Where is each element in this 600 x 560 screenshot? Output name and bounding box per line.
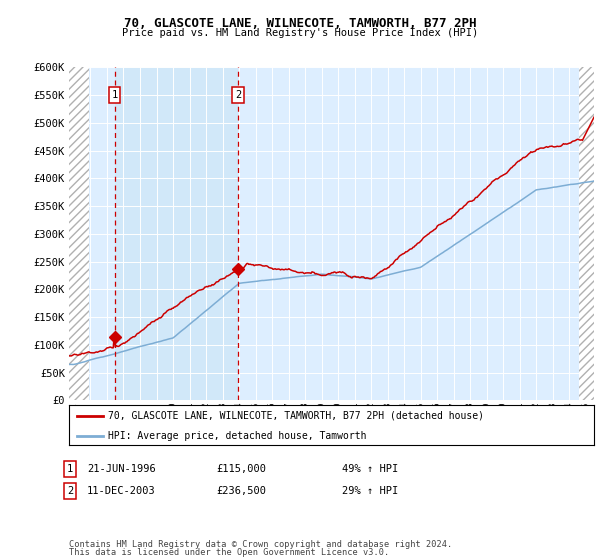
Text: £115,000: £115,000 <box>216 464 266 474</box>
Text: 49% ↑ HPI: 49% ↑ HPI <box>342 464 398 474</box>
Text: 1: 1 <box>67 464 73 474</box>
Text: Price paid vs. HM Land Registry's House Price Index (HPI): Price paid vs. HM Land Registry's House … <box>122 28 478 38</box>
Text: 21-JUN-1996: 21-JUN-1996 <box>87 464 156 474</box>
Text: 70, GLASCOTE LANE, WILNECOTE, TAMWORTH, B77 2PH: 70, GLASCOTE LANE, WILNECOTE, TAMWORTH, … <box>124 17 476 30</box>
Text: 2: 2 <box>235 90 241 100</box>
Bar <box>115 67 238 400</box>
Bar <box>579 67 594 400</box>
Text: £236,500: £236,500 <box>216 486 266 496</box>
Text: 11-DEC-2003: 11-DEC-2003 <box>87 486 156 496</box>
Text: 29% ↑ HPI: 29% ↑ HPI <box>342 486 398 496</box>
Text: 1: 1 <box>112 90 118 100</box>
Text: 70, GLASCOTE LANE, WILNECOTE, TAMWORTH, B77 2PH (detached house): 70, GLASCOTE LANE, WILNECOTE, TAMWORTH, … <box>109 411 484 421</box>
Text: This data is licensed under the Open Government Licence v3.0.: This data is licensed under the Open Gov… <box>69 548 389 557</box>
Text: Contains HM Land Registry data © Crown copyright and database right 2024.: Contains HM Land Registry data © Crown c… <box>69 540 452 549</box>
Bar <box>69 67 89 400</box>
Text: 2: 2 <box>67 486 73 496</box>
Text: HPI: Average price, detached house, Tamworth: HPI: Average price, detached house, Tamw… <box>109 431 367 441</box>
